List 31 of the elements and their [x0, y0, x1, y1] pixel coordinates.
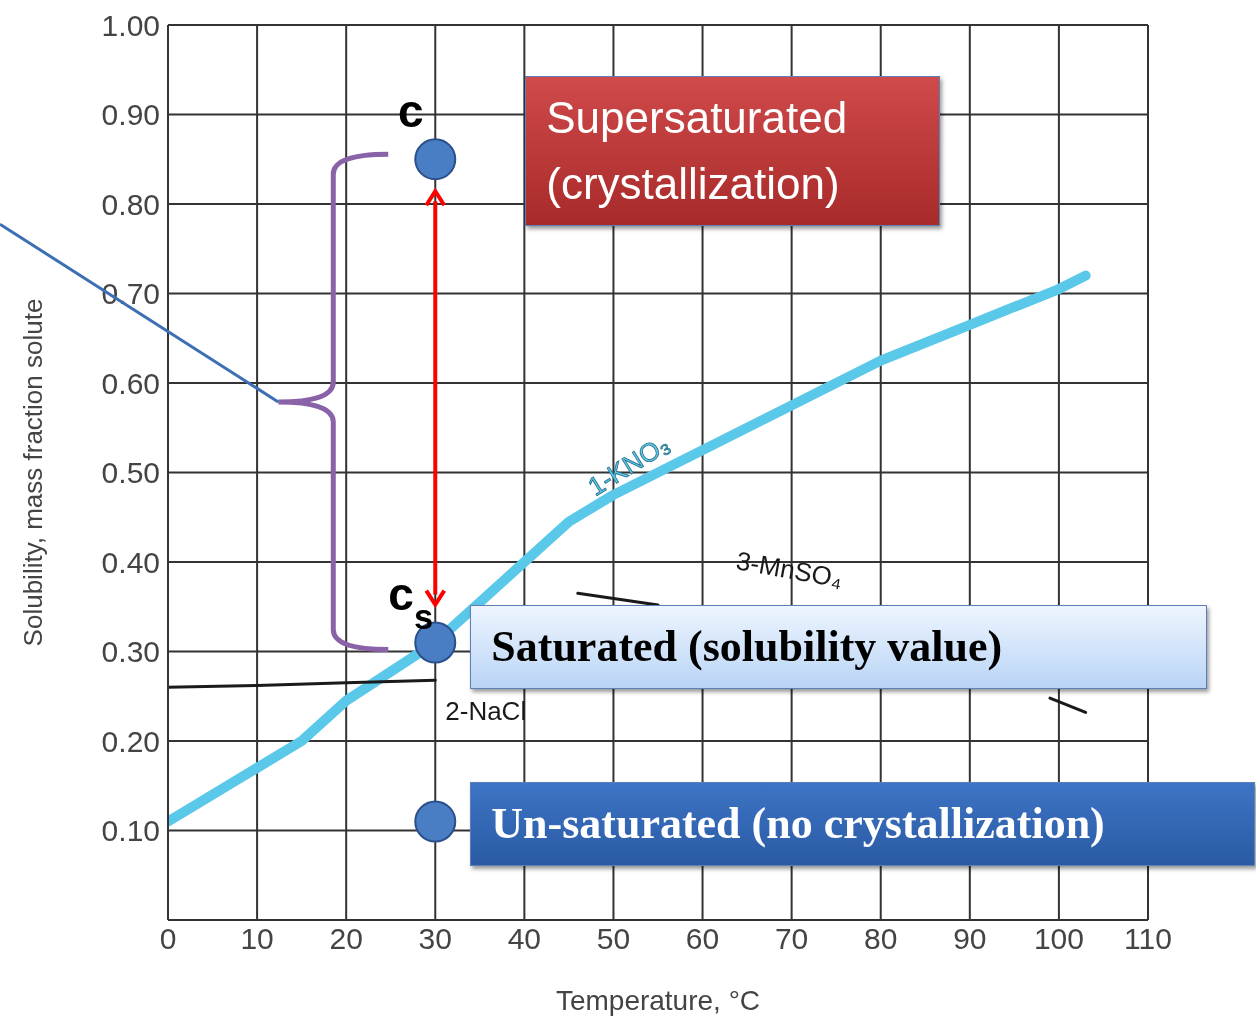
text: 3-MnSO₄: [733, 545, 845, 594]
y-tick-label: 0.40: [101, 545, 160, 579]
x-tick-label: 0: [159, 922, 177, 956]
x-tick-label: 30: [418, 922, 452, 956]
x-tick-label: 60: [685, 922, 720, 956]
y-tick-label: 1.00: [101, 8, 160, 42]
point: [414, 138, 457, 181]
data-label: c$_{s}$: [388, 568, 434, 637]
x-tick-label: 90: [953, 922, 987, 956]
y-tick-label: 0.30: [101, 635, 160, 669]
y-tick-label: 0.60: [101, 366, 160, 400]
text-box: Supersaturated (crystallization): [525, 76, 941, 227]
x-tick-label: 110: [1124, 922, 1172, 956]
x-tick-label: 50: [596, 922, 631, 956]
text-box: Saturated (solubility value): [470, 604, 1208, 689]
x-tick-label: 40: [507, 922, 542, 956]
point: [414, 800, 457, 843]
y-tick-label: 0.50: [101, 456, 160, 490]
y-axis-title: Solubility, mass fraction solute: [18, 298, 49, 647]
x-tick-label: 100: [1033, 922, 1084, 956]
y-tick-label: 0.10: [101, 814, 160, 848]
y-tick-label: 0.90: [101, 98, 160, 132]
x-tick-label: 80: [864, 922, 898, 956]
line-series: [168, 678, 437, 689]
text-box: Un-saturated (no crystallization): [470, 781, 1256, 866]
y-tick-label: 0.20: [101, 724, 160, 758]
x-axis-title: Temperature, °C: [555, 985, 761, 1016]
y-tick-label: 0.80: [101, 187, 160, 221]
x-tick-label: 70: [774, 922, 809, 956]
x-tick-label: 20: [329, 922, 363, 956]
x-tick-label: 10: [240, 922, 274, 956]
